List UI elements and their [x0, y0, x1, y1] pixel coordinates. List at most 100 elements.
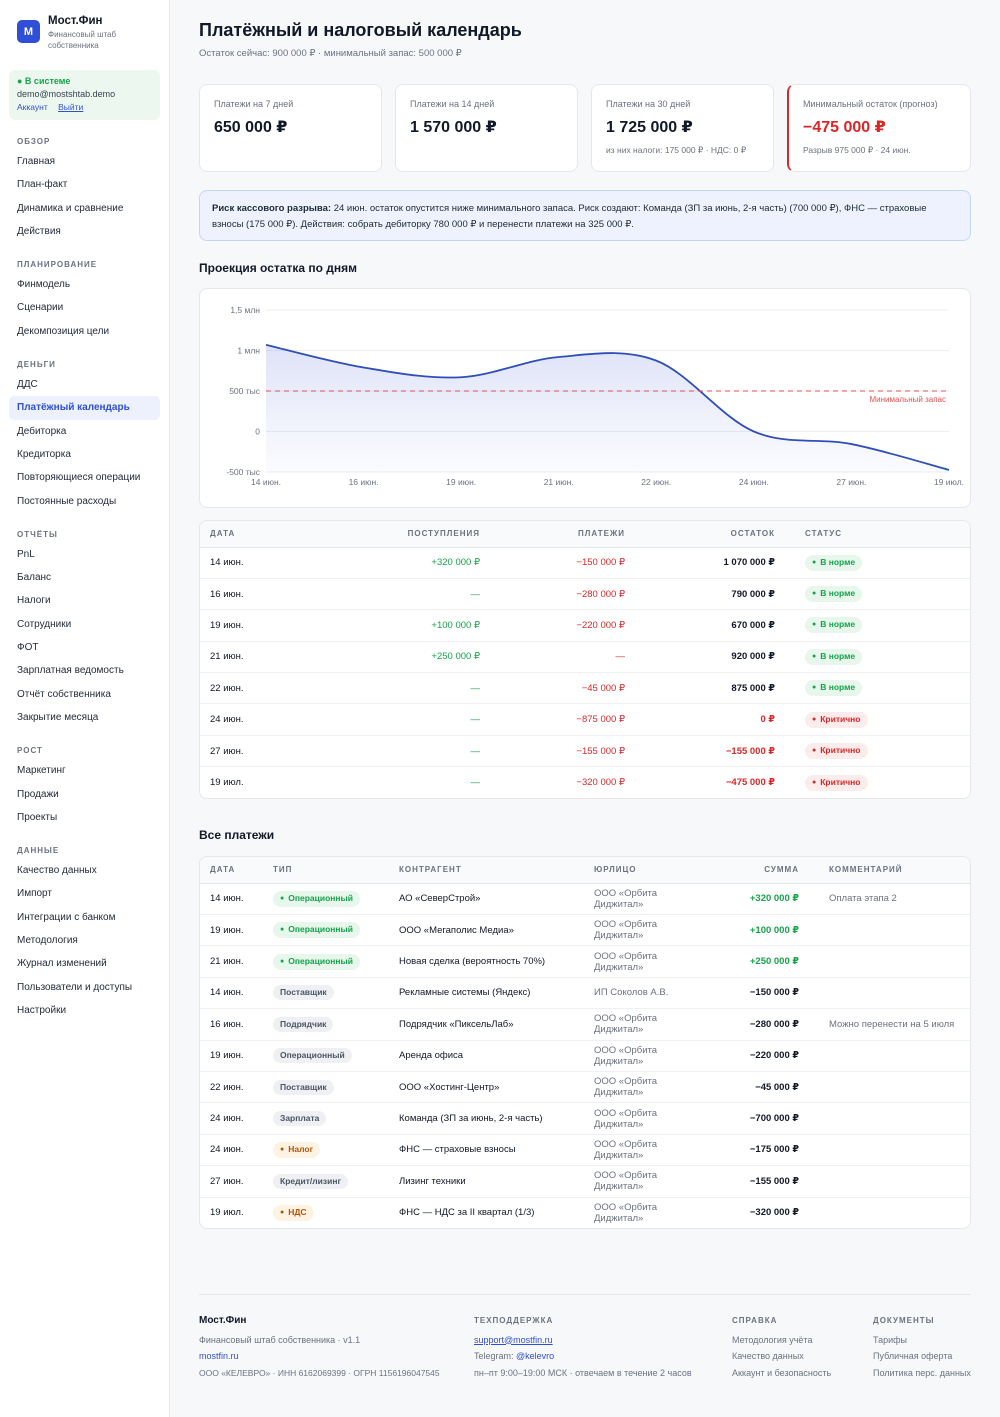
sidebar-item[interactable]: ФОТ: [17, 642, 39, 654]
table-row: 14 июн. Поставщик Рекламные системы (Яндек…: [200, 977, 970, 1010]
status-badge: Критично: [805, 711, 868, 728]
sidebar-item[interactable]: Динамика и сравнение: [17, 202, 124, 214]
sidebar-item[interactable]: Сценарии: [17, 302, 64, 314]
column-header: ПОСТУПЛЕНИЯ: [360, 521, 490, 548]
footer-brand: Мост.Фин: [199, 1315, 247, 1326]
sidebar-item[interactable]: Проекты: [17, 811, 58, 823]
sidebar-item[interactable]: Баланс: [17, 572, 52, 584]
brand[interactable]: М Мост.Фин Финансовый штаб собственника: [9, 14, 160, 66]
sidebar-item[interactable]: Интеграции с банком: [17, 911, 116, 923]
footer-telegram-link[interactable]: @kelevro: [516, 1351, 555, 1361]
row-payments: −875 000 ₽: [490, 703, 635, 736]
sidebar-item[interactable]: Маркетинг: [17, 765, 66, 777]
sidebar-item[interactable]: Действия: [17, 225, 61, 237]
y-tick-label: 0: [255, 427, 260, 437]
row-payments: −150 000 ₽: [490, 547, 635, 579]
x-tick-label: 19 июл.: [934, 477, 964, 487]
footer-legal: ООО «КЕЛЕВРО» · ИНН 6162069399 · ОГРН 11…: [199, 1367, 440, 1378]
footer-tagline: Финансовый штаб собственника · v1.1: [199, 1334, 361, 1345]
payment-amount: −320 000 ₽: [749, 1207, 799, 1219]
sidebar-item[interactable]: Пользователи и доступы: [17, 981, 133, 993]
sidebar-item[interactable]: Кредиторка: [17, 448, 71, 460]
payment-counterparty: ООО «Хостинг-Центр»: [389, 1071, 584, 1104]
sidebar-item[interactable]: Закрытие месяца: [17, 711, 99, 723]
table-row: 19 июл. — −320 000 ₽ −475 000 ₽ Критично: [200, 767, 970, 798]
sidebar-item[interactable]: Импорт: [17, 888, 52, 900]
payment-amount: +100 000 ₽: [714, 914, 809, 947]
row-balance: 1 070 000 ₽: [635, 547, 785, 579]
sidebar-item[interactable]: Журнал изменений: [17, 958, 107, 970]
payment-counterparty: Новая сделка (вероятность 70%): [389, 945, 584, 978]
sidebar-item[interactable]: Финмодель: [17, 279, 71, 291]
payment-amount: +320 000 ₽: [714, 883, 809, 916]
sidebar-item[interactable]: Отчёт собственника: [17, 688, 111, 700]
payment-type: Кредит/лизинг: [263, 1165, 389, 1198]
footer-doc-link[interactable]: Публичная оферта: [873, 1351, 953, 1361]
row-income: +320 000 ₽: [360, 547, 490, 579]
chart-section-title: Проекция остатка по дням: [199, 261, 357, 275]
nav-section-title: ОТЧЁТЫ: [17, 529, 58, 539]
sidebar-item[interactable]: Постоянные расходы: [17, 495, 117, 507]
nav-section-title: ДАННЫЕ: [17, 846, 60, 856]
sidebar-item[interactable]: Декомпозиция цели: [17, 325, 110, 337]
payment-comment: [809, 1165, 970, 1198]
sidebar-item[interactable]: Методология: [17, 935, 78, 947]
sidebar-item[interactable]: Настройки: [17, 1004, 67, 1016]
table-row: 24 июн.—−875 000 ₽0 ₽ Критично: [200, 703, 970, 736]
footer-support-email[interactable]: support@mostfin.ru: [474, 1334, 553, 1345]
balance-area: [266, 344, 949, 472]
payment-type: Поставщик: [263, 1071, 389, 1104]
sidebar-item[interactable]: Платёжный календарь: [9, 396, 160, 420]
brand-subtitle: Финансовый штаб собственника: [48, 30, 117, 50]
payment-counterparty: Команда (ЗП за июнь, 2-я часть): [389, 1102, 584, 1135]
brand-logo-icon: М: [17, 20, 40, 43]
footer-help-link[interactable]: Методология учёта: [732, 1334, 813, 1345]
kpi-card: Минимальный остаток (прогноз) −475 000 ₽ Р…: [787, 84, 971, 172]
table-row: 22 июн. Поставщик ООО «Хостинг-Центр» ООО «…: [200, 1071, 970, 1104]
payment-amount: −280 000 ₽: [714, 1008, 809, 1041]
type-badge: Операционный: [273, 953, 361, 970]
kpi-label: Платежи на 30 дней: [606, 99, 691, 109]
sidebar-item[interactable]: PnL: [17, 548, 35, 560]
kpi-value: 650 000 ₽: [214, 119, 288, 136]
type-badge: Поставщик: [273, 1079, 334, 1095]
sidebar-nav: ОБЗОР Главная План-факт Динамика и сравнени…: [9, 134, 160, 1022]
sidebar-item[interactable]: Дебиторка: [17, 425, 67, 437]
payment-entity: ООО «Орбита Диджитал»: [594, 1201, 658, 1224]
payment-type: Налог: [263, 1134, 389, 1167]
column-header: ПЛАТЕЖИ: [490, 521, 635, 548]
footer-telegram-label: Telegram:: [474, 1351, 517, 1361]
sidebar-item[interactable]: Зарплатная ведомость: [17, 665, 124, 677]
payment-date: 19 июн.: [200, 914, 263, 947]
status-badge: Критично: [805, 774, 868, 791]
logout-link[interactable]: Выйти: [58, 102, 84, 112]
sidebar-item[interactable]: ДДС: [17, 379, 38, 391]
kpi-card: Платежи на 7 дней 650 000 ₽: [199, 84, 382, 172]
footer-doc-link[interactable]: Политика перс. данных: [873, 1367, 971, 1378]
sidebar-item[interactable]: Повторяющиеся операции: [17, 472, 141, 484]
footer-help-link[interactable]: Аккаунт и безопасность: [732, 1367, 832, 1378]
type-badge: Операционный: [273, 1048, 352, 1064]
payment-entity: ООО «Орбита Диджитал»: [584, 914, 714, 947]
footer-site-link[interactable]: mostfin.ru: [199, 1351, 239, 1361]
row-balance: −475 000 ₽: [725, 777, 775, 789]
payment-counterparty: Аренда офиса: [389, 1040, 584, 1072]
row-date: 19 июн.: [200, 609, 360, 642]
footer-help-link[interactable]: Качество данных: [732, 1351, 804, 1361]
sidebar-item[interactable]: Сотрудники: [17, 618, 72, 630]
footer: Мост.Фин Финансовый штаб собственника · …: [199, 1294, 971, 1381]
sidebar-item[interactable]: Главная: [17, 156, 56, 167]
account-link[interactable]: Аккаунт: [17, 102, 48, 112]
x-tick-label: 27 июн.: [836, 477, 866, 487]
footer-doc-link[interactable]: Тарифы: [873, 1334, 908, 1345]
payment-date: 16 июн.: [200, 1008, 263, 1041]
sidebar-item[interactable]: Продажи: [17, 788, 59, 800]
balance-line: [265, 343, 950, 471]
payment-counterparty: АО «СеверСтрой»: [389, 883, 584, 916]
sidebar-item[interactable]: Налоги: [17, 595, 51, 607]
row-date: 14 июн.: [200, 547, 360, 579]
sidebar-item[interactable]: План-факт: [17, 179, 68, 191]
threshold-label: Минимальный запас: [869, 395, 946, 404]
sidebar-item[interactable]: Качество данных: [17, 865, 97, 877]
